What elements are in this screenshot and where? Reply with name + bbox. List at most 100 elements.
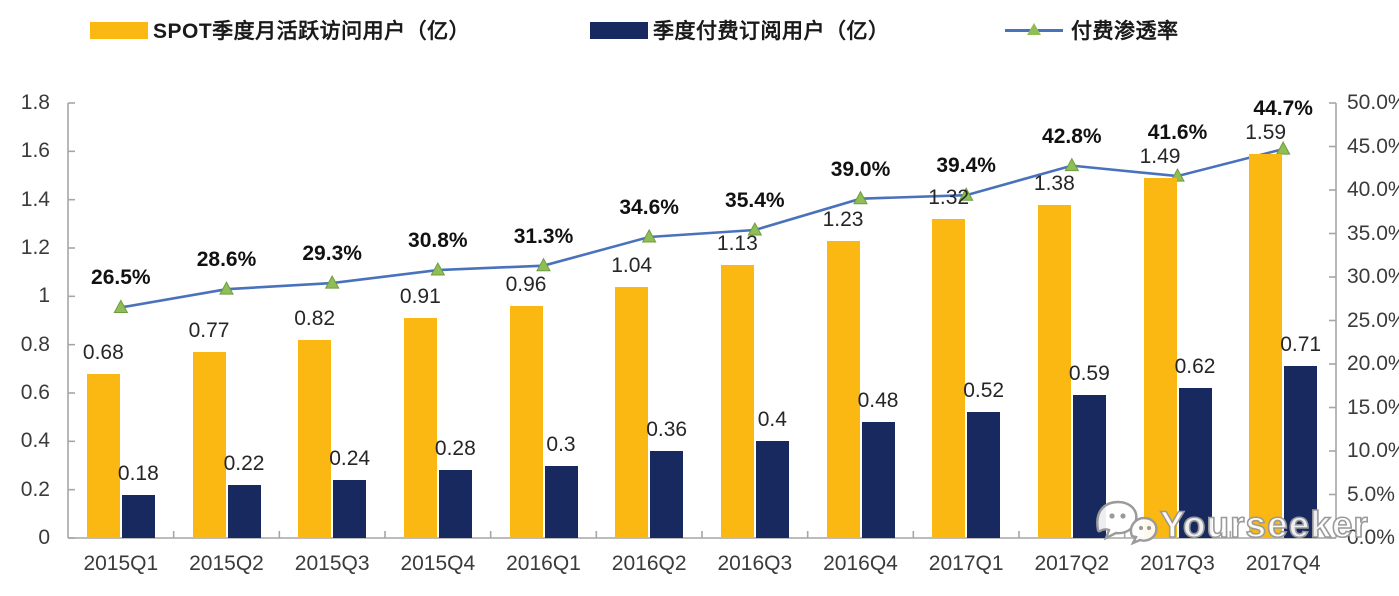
bar-mau bbox=[1249, 153, 1283, 538]
x-tick-label: 2015Q2 bbox=[189, 552, 264, 575]
penetration-pct-label: 34.6% bbox=[619, 195, 679, 219]
bar-label-subs: 0.48 bbox=[857, 389, 899, 412]
penetration-pct-label: 29.3% bbox=[302, 242, 362, 266]
y-tick-label-left: 1.2 bbox=[20, 236, 50, 259]
y-tick-label-right: 30.0% bbox=[1347, 265, 1399, 288]
bar-label-mau: 1.13 bbox=[716, 231, 758, 255]
legend-item-penetration: 付费渗透率 bbox=[1005, 16, 1179, 44]
penetration-marker bbox=[219, 281, 234, 295]
bar-label-mau: 1.04 bbox=[611, 253, 653, 277]
x-tick-label: 2016Q2 bbox=[611, 552, 687, 575]
bar-subs bbox=[121, 494, 155, 538]
bar-label-subs: 0.18 bbox=[117, 461, 159, 485]
x-tick-label: 2015Q1 bbox=[83, 552, 159, 575]
bar-mau bbox=[826, 240, 860, 538]
y-tick-label-right: 35.0% bbox=[1347, 221, 1399, 245]
bar-mau bbox=[86, 373, 120, 538]
penetration-pct-label: 30.8% bbox=[408, 229, 468, 253]
x-tick-label: 2017Q4 bbox=[1245, 552, 1321, 575]
bar-label-subs: 0.52 bbox=[963, 379, 1005, 403]
bar-label-subs: 0.22 bbox=[223, 451, 265, 475]
wechat-chat-bubbles-icon bbox=[1096, 500, 1158, 546]
bar-label-mau: 0.96 bbox=[505, 273, 547, 296]
bar-subs bbox=[227, 484, 261, 538]
legend-label-subs: 季度付费订阅用户（亿） bbox=[653, 20, 890, 43]
watermark: Yourseeker bbox=[1092, 496, 1369, 554]
penetration-pct-label: 42.8% bbox=[1042, 124, 1102, 148]
bar-subs bbox=[544, 465, 578, 538]
bar-subs bbox=[650, 451, 684, 538]
bar-label-mau: 0.68 bbox=[82, 340, 124, 364]
y-tick-label-left: 1.4 bbox=[20, 187, 50, 211]
bar-label-mau: 1.59 bbox=[1245, 120, 1287, 144]
penetration-pct-label: 39.4% bbox=[936, 154, 996, 178]
x-tick-label: 2017Q2 bbox=[1034, 552, 1110, 575]
y-tick-label-right: 10.0% bbox=[1347, 439, 1399, 462]
penetration-marker bbox=[113, 299, 129, 313]
bar-mau bbox=[615, 286, 649, 538]
bar-label-mau: 0.77 bbox=[188, 318, 230, 342]
penetration-marker bbox=[536, 257, 551, 272]
penetration-pct-label: 44.7% bbox=[1253, 96, 1313, 120]
bar-label-mau: 1.23 bbox=[822, 207, 864, 231]
penetration-pct-label: 31.3% bbox=[513, 224, 574, 248]
penetration-marker bbox=[853, 190, 868, 205]
bar-mau bbox=[932, 219, 966, 538]
bar-mau bbox=[403, 318, 437, 538]
legend-swatch-mau bbox=[90, 21, 148, 39]
y-tick-label-right: 25.0% bbox=[1347, 308, 1399, 332]
legend-item-subs: 季度付费订阅用户（亿） bbox=[590, 16, 890, 44]
bar-label-subs: 0.62 bbox=[1174, 355, 1216, 379]
y-tick-label-left: 0 bbox=[38, 526, 50, 549]
y-tick-label-left: 1.6 bbox=[20, 139, 50, 163]
penetration-marker bbox=[1275, 141, 1291, 155]
x-tick-label: 2017Q3 bbox=[1140, 552, 1215, 575]
legend-swatch-subs bbox=[590, 21, 648, 39]
bar-label-subs: 0.3 bbox=[546, 432, 576, 456]
bar-mau bbox=[720, 264, 754, 538]
bar-label-mau: 0.91 bbox=[399, 285, 441, 309]
x-tick-label: 2016Q3 bbox=[717, 552, 793, 575]
y-tick-label-right: 40.0% bbox=[1347, 178, 1399, 201]
penetration-pct-label: 39.0% bbox=[830, 157, 891, 181]
bar-subs bbox=[861, 422, 895, 538]
x-tick-label: 2015Q3 bbox=[294, 552, 370, 575]
y-tick-label-left: 1 bbox=[38, 284, 50, 308]
bar-label-subs: 0.28 bbox=[434, 437, 476, 461]
y-tick-label-right: 45.0% bbox=[1347, 134, 1399, 158]
penetration-pct-label: 41.6% bbox=[1147, 120, 1208, 144]
penetration-marker bbox=[958, 187, 974, 201]
y-tick-label-left: 0.8 bbox=[20, 332, 50, 356]
bar-mau bbox=[1143, 177, 1177, 538]
bar-subs bbox=[967, 412, 1001, 538]
bar-label-subs: 0.36 bbox=[646, 418, 688, 441]
bar-label-mau: 1.32 bbox=[928, 186, 970, 209]
legend-item-mau: SPOT季度月活跃访问用户（亿） bbox=[90, 16, 470, 44]
bar-subs bbox=[1284, 366, 1318, 538]
y-tick-label-right: 20.0% bbox=[1347, 352, 1399, 375]
bar-label-subs: 0.71 bbox=[1280, 333, 1322, 357]
bar-label-mau: 1.38 bbox=[1033, 171, 1075, 195]
legend-label-mau: SPOT季度月活跃访问用户（亿） bbox=[153, 20, 471, 43]
y-tick-label-right: 0.0% bbox=[1347, 526, 1395, 549]
penetration-marker bbox=[747, 221, 763, 236]
y-tick-label-right: 15.0% bbox=[1347, 395, 1399, 419]
penetration-marker bbox=[324, 275, 340, 289]
y-tick-label-left: 1.8 bbox=[20, 91, 50, 114]
penetration-pct-label: 26.5% bbox=[91, 266, 151, 290]
bar-mau bbox=[509, 306, 543, 538]
x-tick-label: 2015Q4 bbox=[400, 552, 476, 575]
bar-label-subs: 0.24 bbox=[329, 447, 371, 470]
penetration-marker bbox=[1064, 157, 1080, 172]
bar-label-subs: 0.4 bbox=[757, 408, 787, 432]
penetration-marker bbox=[430, 261, 446, 276]
penetration-pct-label: 35.4% bbox=[725, 189, 785, 213]
y-tick-label-left: 0.2 bbox=[20, 477, 50, 501]
legend-label-penetration: 付费渗透率 bbox=[1071, 20, 1179, 43]
bar-label-subs: 0.59 bbox=[1068, 362, 1110, 386]
bar-subs bbox=[438, 470, 472, 538]
x-tick-label: 2016Q1 bbox=[506, 552, 581, 575]
y-tick-label-left: 0.6 bbox=[20, 381, 50, 404]
